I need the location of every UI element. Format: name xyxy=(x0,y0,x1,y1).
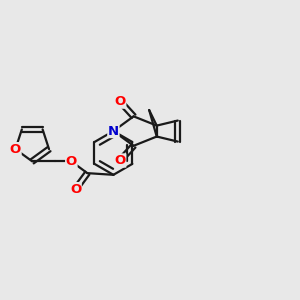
Text: N: N xyxy=(108,124,119,138)
Text: O: O xyxy=(66,155,77,168)
Text: O: O xyxy=(10,142,21,156)
Text: O: O xyxy=(115,154,126,167)
Text: O: O xyxy=(115,95,126,108)
Text: O: O xyxy=(70,183,81,196)
